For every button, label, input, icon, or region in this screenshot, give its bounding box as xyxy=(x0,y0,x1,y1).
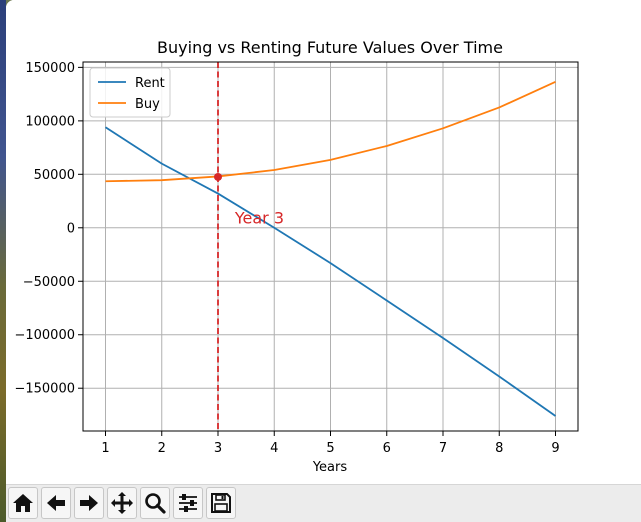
x-tick-label: 4 xyxy=(270,441,278,456)
y-tick-label: −50000 xyxy=(23,275,75,290)
x-tick-label: 6 xyxy=(383,441,391,456)
y-tick-label: 150000 xyxy=(25,61,75,76)
y-tick-label: 50000 xyxy=(34,168,75,183)
x-tick-label: 9 xyxy=(551,441,559,456)
x-tick-label: 8 xyxy=(495,441,503,456)
plot-frame xyxy=(82,61,579,432)
chart-title: Buying vs Renting Future Values Over Tim… xyxy=(157,38,503,57)
series-line-buy xyxy=(105,80,556,183)
floppy-disk-icon xyxy=(211,493,231,513)
line-chart: Buying vs Renting Future Values Over Tim… xyxy=(14,38,579,475)
intersection-marker xyxy=(214,172,222,181)
plot-window: Buying vs Renting Future Values Over Tim… xyxy=(6,0,641,522)
save-button[interactable] xyxy=(206,487,236,519)
legend-box xyxy=(89,67,171,118)
arrow-right-icon xyxy=(80,495,98,511)
annotations: Year 3 xyxy=(214,62,284,431)
pan-button[interactable] xyxy=(107,487,137,519)
zoom-button[interactable] xyxy=(140,487,170,519)
x-tick-label: 5 xyxy=(326,441,334,456)
home-icon xyxy=(13,494,33,512)
annotation-label: Year 3 xyxy=(234,209,284,228)
magnifier-icon xyxy=(145,493,166,514)
sliders-icon xyxy=(179,494,197,512)
series-line-rent xyxy=(105,126,557,417)
figure-canvas: Buying vs Renting Future Values Over Tim… xyxy=(6,0,641,484)
legend-label-rent: Rent xyxy=(135,76,165,91)
axis-ticks: 1 2 3 4 5 6 7 8 9 150000 100000 50000 0 −50000 −100000… xyxy=(14,61,559,456)
x-tick-label: 2 xyxy=(158,441,166,456)
navigation-toolbar xyxy=(6,484,641,522)
y-tick-label: 0 xyxy=(67,221,75,236)
back-button[interactable] xyxy=(41,487,71,519)
arrow-left-icon xyxy=(47,495,65,511)
x-tick-label: 3 xyxy=(214,441,222,456)
y-tick-label: −100000 xyxy=(14,328,75,343)
configure-subplots-button[interactable] xyxy=(173,487,203,519)
home-button[interactable] xyxy=(8,487,38,519)
legend-label-buy: Buy xyxy=(135,97,160,112)
x-axis-label: Years xyxy=(312,460,348,475)
x-tick-label: 7 xyxy=(439,441,447,456)
series-lines xyxy=(105,80,557,417)
forward-button[interactable] xyxy=(74,487,104,519)
legend: Rent Buy xyxy=(89,67,171,118)
move-icon xyxy=(111,492,133,514)
y-tick-label: −150000 xyxy=(14,382,75,397)
grid-lines xyxy=(83,62,578,431)
y-tick-label: 100000 xyxy=(25,114,75,129)
desktop-backdrop xyxy=(0,0,6,522)
x-tick-label: 1 xyxy=(101,441,109,456)
